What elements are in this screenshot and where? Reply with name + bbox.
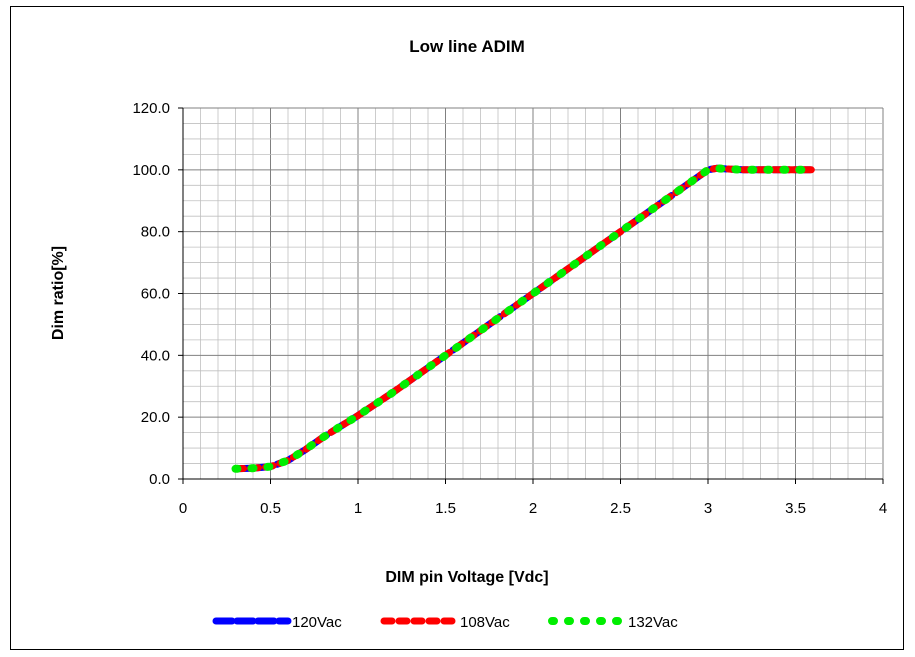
x-tick-label: 2.5 [610, 500, 631, 517]
chart-frame [10, 6, 904, 650]
y-axis-title: Dim ratio[%] [50, 246, 67, 340]
x-tick-label: 3 [704, 500, 712, 517]
y-tick-label: 60.0 [141, 286, 170, 303]
chart-title: Low line ADIM [409, 37, 525, 56]
y-tick-labels: 0.0 20.0 40.0 60.0 80.0 100.0 120.0 [132, 100, 170, 488]
legend-label-120Vac: 120Vac [292, 614, 342, 631]
x-tick-label: 1.5 [435, 500, 456, 517]
plot-axes [178, 107, 884, 484]
series-line-108Vac [232, 164, 817, 473]
x-tick-labels: 0 0.5 1 1.5 2 2.5 3 3.5 4 [179, 500, 887, 517]
series-line-132Vac [231, 164, 817, 473]
x-axis-title: DIM pin Voltage [Vdc] [385, 569, 548, 586]
x-tick-label: 1 [354, 500, 362, 517]
series-layer [231, 164, 817, 473]
x-tick-label: 3.5 [785, 500, 806, 517]
legend-label-108Vac: 108Vac [460, 614, 510, 631]
legend-label-132Vac: 132Vac [628, 614, 678, 631]
y-tick-label: 0.0 [149, 471, 170, 488]
y-tick-label: 40.0 [141, 347, 170, 364]
x-tick-label: 0 [179, 500, 187, 517]
x-tick-label: 2 [529, 500, 537, 517]
y-tick-label: 20.0 [141, 409, 170, 426]
x-tick-label: 0.5 [260, 500, 281, 517]
y-tick-label: 80.0 [141, 224, 170, 241]
y-tick-label: 120.0 [132, 100, 170, 117]
x-tick-label: 4 [879, 500, 887, 517]
y-tick-label: 100.0 [132, 162, 170, 179]
legend: 120Vac 108Vac 132Vac [212, 614, 678, 631]
series-line-120Vac [232, 164, 817, 473]
